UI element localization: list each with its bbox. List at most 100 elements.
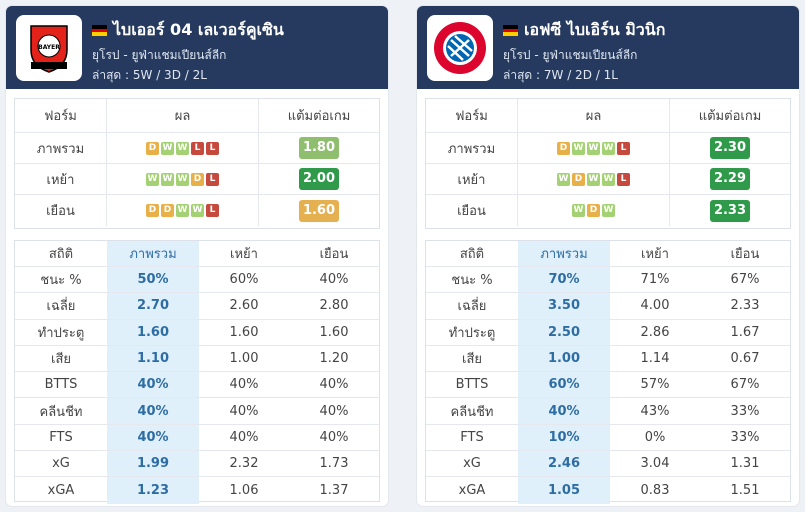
result-badge[interactable]: D [146, 204, 159, 217]
form-row: เหย้า W W W D L 2.00 [15, 164, 379, 195]
overall-header[interactable]: ภาพรวม [518, 241, 610, 266]
stat-label: ชนะ % [451, 273, 493, 289]
stat-away: 40% [319, 429, 349, 445]
result-badge[interactable]: D [191, 172, 204, 186]
overall-header[interactable]: ภาพรวม [107, 241, 199, 266]
bayern-munich-crest-icon[interactable] [427, 15, 493, 81]
team-header: BAYER ไบเออร์ 04 เลเวอร์คูเซิน ยุโรป - ย… [6, 6, 388, 89]
stats-table-header: สถิติ ภาพรวม เหย้า เยือน [426, 241, 790, 267]
result-badge[interactable]: W [146, 172, 159, 186]
stats-table: สถิติ ภาพรวม เหย้า เยือน ชนะ % 70% 71% 67% เ… [425, 240, 791, 504]
stat-label: xG [52, 456, 70, 472]
result-badge[interactable]: W [176, 172, 189, 186]
result-badge[interactable]: D [161, 204, 174, 217]
ppg-cell: 1.60 [259, 195, 379, 226]
team-card-leverkusen: BAYER ไบเออร์ 04 เลเวอร์คูเซิน ยุโรป - ย… [6, 6, 388, 506]
result-badge[interactable]: L [617, 141, 630, 155]
stat-home: 1.00 [229, 351, 259, 367]
stat-label: BTTS [455, 377, 489, 393]
stat-header: สถิติ [459, 247, 485, 262]
stat-overall: 1.05 [518, 477, 610, 504]
result-badge[interactable]: L [206, 172, 219, 186]
result-badge[interactable]: W [557, 172, 570, 186]
stat-away: 33% [730, 403, 760, 419]
stat-row: คลีนชีท 40% 40% 40% [15, 398, 379, 425]
league-name[interactable]: ยุโรป - ยูฟ่าแชมเปียนส์ลีก [503, 48, 638, 62]
result-badge[interactable]: D [572, 172, 585, 186]
stat-away: 1.60 [319, 324, 349, 340]
ppg-badge: 2.00 [299, 168, 339, 190]
home-header[interactable]: เหย้า [641, 247, 669, 262]
result-badge[interactable]: W [602, 172, 615, 186]
result-header: ผล [107, 99, 259, 132]
result-header: ผล [518, 99, 670, 132]
stat-label: เฉลี่ย [457, 299, 487, 315]
result-badge[interactable]: W [572, 141, 585, 155]
result-badge[interactable]: D [557, 141, 570, 155]
stat-home: 2.86 [640, 324, 670, 340]
stat-overall: 40% [107, 424, 199, 451]
ppg-badge: 1.80 [299, 137, 339, 159]
team-name[interactable]: ไบเออร์ 04 เลเวอร์คูเซิน [92, 18, 284, 43]
stat-overall: 3.50 [518, 293, 610, 319]
result-badge[interactable]: W [176, 204, 189, 217]
stat-row: ชนะ % 70% 71% 67% [426, 267, 790, 294]
stat-home: 60% [229, 272, 259, 288]
form-row-label: เหย้า [426, 164, 518, 194]
ppg-header: แต้มต่อเกม [287, 109, 351, 124]
stat-overall: 2.46 [518, 451, 610, 477]
result-badge[interactable]: W [572, 204, 585, 217]
stat-row: คลีนชีท 40% 43% 33% [426, 398, 790, 425]
stat-row: xG 1.99 2.32 1.73 [15, 451, 379, 478]
stats-table: สถิติ ภาพรวม เหย้า เยือน ชนะ % 50% 60% 40% เ… [14, 240, 380, 504]
stat-away: 2.80 [319, 298, 349, 314]
result-badge[interactable]: W [191, 204, 204, 217]
result-badge[interactable]: W [587, 172, 600, 186]
result-badge[interactable]: W [587, 141, 600, 155]
team-name[interactable]: เอฟซี ไบเอิร์น มิวนิก [503, 18, 665, 43]
form-header: ฟอร์ม [15, 99, 107, 132]
ppg-badge: 2.30 [710, 137, 750, 159]
stat-label: เสีย [51, 352, 71, 368]
result-badge[interactable]: D [146, 141, 159, 155]
bayer-leverkusen-crest-icon[interactable]: BAYER [16, 15, 82, 81]
stat-home: 43% [640, 403, 670, 419]
stat-overall: 2.50 [518, 319, 610, 345]
result-badge[interactable]: W [176, 141, 189, 155]
form-row: ภาพรวม D W W W L 2.30 [426, 133, 790, 164]
form-table: ฟอร์ม ผล แต้มต่อเกม ภาพรวม D W W L L 1.80 เหย้า… [14, 98, 380, 229]
form-row: เหย้า W D W W L 2.29 [426, 164, 790, 195]
stat-overall: 70% [518, 267, 610, 293]
result-badge[interactable]: W [602, 204, 615, 217]
ppg-cell: 2.30 [670, 133, 790, 163]
result-badge[interactable]: L [617, 172, 630, 186]
result-badge[interactable]: W [161, 172, 174, 186]
stat-label: xGA [458, 483, 486, 499]
stat-row: ทำประตู 1.60 1.60 1.60 [15, 319, 379, 346]
result-badge[interactable]: W [602, 141, 615, 155]
stat-label: FTS [460, 429, 484, 445]
stat-label: FTS [49, 429, 73, 445]
stat-away: 40% [319, 403, 349, 419]
away-header[interactable]: เยือน [319, 247, 349, 262]
stat-overall: 1.00 [518, 345, 610, 372]
league-name[interactable]: ยุโรป - ยูฟ่าแชมเปียนส์ลีก [92, 48, 227, 62]
result-badge[interactable]: L [206, 204, 219, 217]
result-badge[interactable]: W [161, 141, 174, 155]
stat-overall: 1.99 [107, 451, 199, 477]
team-card-bayern: เอฟซี ไบเอิร์น มิวนิก ยุโรป - ยูฟ่าแชมเป… [417, 6, 799, 506]
result-badge[interactable]: D [587, 204, 600, 217]
stat-header: สถิติ [48, 247, 74, 262]
result-badge[interactable]: L [206, 141, 219, 155]
form-row: ภาพรวม D W W L L 1.80 [15, 133, 379, 164]
result-badge[interactable]: L [191, 141, 204, 155]
stat-home: 1.60 [229, 324, 259, 340]
home-header[interactable]: เหย้า [230, 247, 258, 262]
svg-text:BAYER: BAYER [38, 44, 60, 51]
stat-away: 1.20 [319, 351, 349, 367]
away-header[interactable]: เยือน [730, 247, 760, 262]
stat-row: xG 2.46 3.04 1.31 [426, 451, 790, 478]
